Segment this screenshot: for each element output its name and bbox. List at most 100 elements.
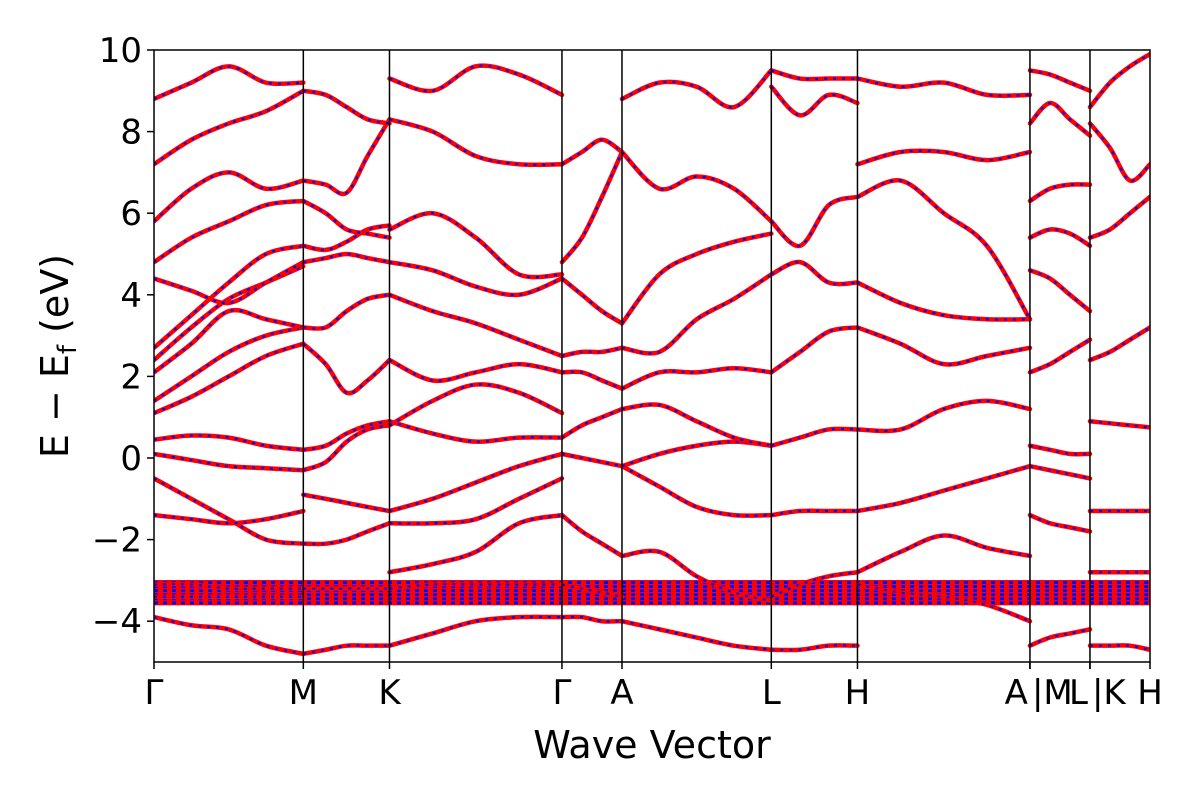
band-line-dashed-44	[561, 408, 623, 439]
band-line-58	[619, 231, 774, 326]
band-line-57	[619, 272, 774, 356]
band-line-90	[1027, 627, 1093, 648]
y-axis-label-unit: (eV)	[33, 254, 77, 345]
band-line-dashed-78	[857, 465, 1031, 513]
band-line-59	[619, 149, 774, 224]
band-line-dashed-9	[154, 171, 304, 223]
band-line-dashed-49	[561, 138, 623, 166]
band-line-8	[154, 198, 306, 265]
band-line-19	[301, 341, 392, 396]
band-line-dashed-76	[857, 149, 1031, 166]
band-line-82	[1027, 463, 1093, 481]
band-line-62	[619, 618, 774, 653]
band-line-dashed-47	[561, 277, 623, 325]
band-line-dashed-93	[1089, 196, 1150, 239]
band-line-dashed-83	[1029, 338, 1091, 374]
band-line-81	[1027, 443, 1093, 457]
band-line-dashed-34	[389, 261, 563, 297]
x-tick-label: |M	[1032, 673, 1073, 713]
band-line-98	[1087, 643, 1150, 653]
band-line-dashed-7	[154, 261, 304, 305]
band-line-84	[1027, 268, 1093, 314]
band-line-73	[855, 325, 1033, 367]
band-line-dashed-72	[857, 399, 1031, 433]
y-tick-label: −4	[92, 602, 142, 642]
y-tick-label: 0	[120, 439, 142, 479]
band-line-dashed-17	[303, 420, 390, 451]
band-line-dashed-21	[303, 252, 390, 264]
x-tick-label: A	[1005, 673, 1028, 713]
band-line-dashed-38	[389, 452, 563, 513]
band-line-dashed-86	[1029, 183, 1090, 202]
x-tick-label: H	[1137, 673, 1163, 713]
kpoint-dividers	[302, 50, 1091, 662]
band-line-dashed-66	[770, 195, 858, 247]
band-line-dashed-95	[1089, 53, 1150, 108]
band-line-92	[1087, 325, 1150, 363]
band-line-dashed-77	[857, 77, 1030, 97]
band-line-dashed-85	[1029, 228, 1091, 247]
plot-frame	[153, 49, 1151, 663]
y-tick-label: −2	[92, 521, 142, 561]
y-ticks: −4 −2 0 2 4 6 8 10	[92, 31, 154, 642]
band-line-dashed-70	[770, 571, 858, 598]
band-line-54	[619, 439, 774, 469]
band-line-9	[154, 170, 306, 224]
x-tick-label: H	[845, 673, 871, 713]
band-line-32	[387, 357, 565, 384]
band-line-89	[1027, 512, 1093, 534]
band-line-93	[1087, 194, 1150, 240]
band-line-91	[1087, 419, 1150, 430]
band-line-dashed-1	[154, 434, 304, 451]
band-line-23	[301, 198, 392, 240]
band-line-21	[301, 251, 392, 265]
band-line-36	[387, 117, 565, 168]
band-line-18	[301, 423, 392, 473]
x-tick-label: A	[610, 673, 633, 713]
band-line-dashed-67	[770, 85, 858, 117]
band-line-dashed-50	[561, 514, 623, 557]
band-line-87	[1027, 100, 1093, 138]
band-line-dashed-88	[1029, 69, 1091, 92]
band-line-dashed-60	[621, 69, 773, 109]
band-line-dashed-80	[857, 583, 1031, 623]
band-line-74	[855, 280, 1033, 322]
x-tick-label: M	[289, 673, 318, 713]
band-line-dashed-89	[1029, 514, 1091, 533]
band-line-11	[154, 64, 306, 102]
band-line-13	[154, 508, 306, 526]
x-tick-label: |K	[1092, 673, 1127, 713]
band-line-85	[1027, 227, 1093, 249]
band-line-dashed-11	[154, 65, 304, 100]
band-line-66	[769, 194, 860, 249]
band-line-46	[559, 345, 625, 359]
x-tick-label: Γ	[552, 673, 571, 713]
band-line-dashed-65	[770, 261, 858, 286]
band-line-dashed-24	[303, 118, 391, 195]
band-line-31	[387, 382, 565, 428]
x-tick-label: L	[1069, 673, 1088, 713]
band-line-dashed-92	[1089, 326, 1150, 362]
band-line-53	[619, 463, 774, 518]
band-line-51	[559, 582, 625, 599]
band-line-dashed-79	[856, 534, 1031, 574]
x-tick-label: L	[762, 673, 781, 713]
band-line-10	[154, 88, 306, 167]
band-line-3	[154, 325, 306, 404]
band-line-dashed-42	[389, 615, 562, 647]
band-line-dashed-26	[303, 493, 390, 513]
band-line-dashed-68	[770, 69, 858, 81]
y-tick-label: 8	[120, 113, 142, 153]
band-line-35	[387, 210, 565, 280]
band-line-dashed-69	[771, 509, 858, 517]
band-line-83	[1027, 337, 1093, 375]
bands-layer	[154, 51, 1150, 657]
band-line-78	[855, 463, 1033, 514]
band-line-42	[387, 614, 565, 648]
band-line-43	[559, 451, 625, 469]
band-line-dashed-6	[154, 244, 304, 349]
band-line-dashed-14	[154, 583, 304, 590]
band-line-dashed-61	[621, 549, 772, 602]
